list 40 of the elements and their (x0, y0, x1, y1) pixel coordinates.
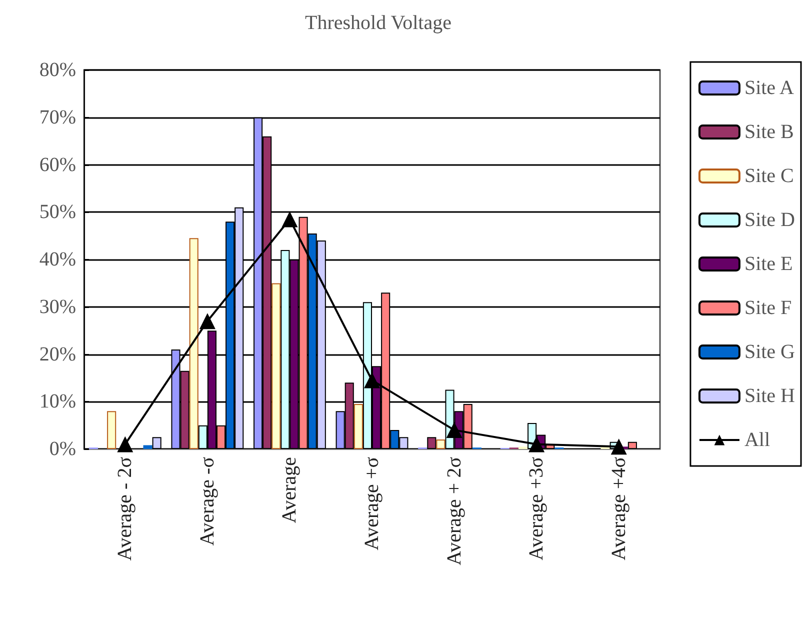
legend-label: Site D (744, 209, 796, 231)
y-tick-label: 10% (39, 390, 76, 413)
bar (427, 437, 436, 449)
y-tick-label: 50% (39, 201, 76, 224)
x-tick-label: Average (278, 456, 301, 524)
y-tick-label: 80% (39, 59, 76, 81)
point (446, 422, 462, 438)
y-tick-label: 40% (39, 248, 76, 270)
point (117, 436, 134, 452)
point (364, 372, 380, 388)
legend-label: Site G (744, 341, 796, 363)
y-tick-label: 20% (39, 343, 76, 366)
x-tick-label: Average +σ (361, 456, 383, 550)
point (610, 438, 627, 455)
x-tick-label: Average +3σ (526, 456, 548, 560)
x-tick-label: Average + 2σ (443, 456, 466, 566)
bar (189, 238, 198, 449)
point (282, 211, 298, 228)
legend-label: Site B (744, 121, 794, 143)
bar (436, 440, 446, 449)
chart-title: Threshold Voltage (305, 12, 452, 34)
bar (107, 411, 116, 449)
bar (143, 445, 152, 449)
y-tick-label: 30% (39, 296, 76, 318)
y-tick-label: 60% (39, 154, 76, 176)
bar (272, 283, 281, 449)
x-tick-label: Average +4σ (608, 456, 630, 560)
point (199, 313, 216, 330)
y-tick-label: 0% (49, 438, 76, 460)
legend-label: All (744, 429, 770, 451)
x-tick-label: Average -σ (196, 456, 218, 546)
x-tick-label: Average - 2σ (114, 456, 136, 561)
y-tick-label: 70% (39, 106, 76, 128)
bar (354, 404, 363, 449)
point (528, 436, 545, 452)
legend-label: Site E (744, 253, 793, 275)
legend-label: Site H (744, 385, 796, 407)
legend-label: Site C (744, 165, 794, 187)
legend-label: Site F (744, 297, 792, 319)
legend-label: Site A (744, 77, 794, 99)
